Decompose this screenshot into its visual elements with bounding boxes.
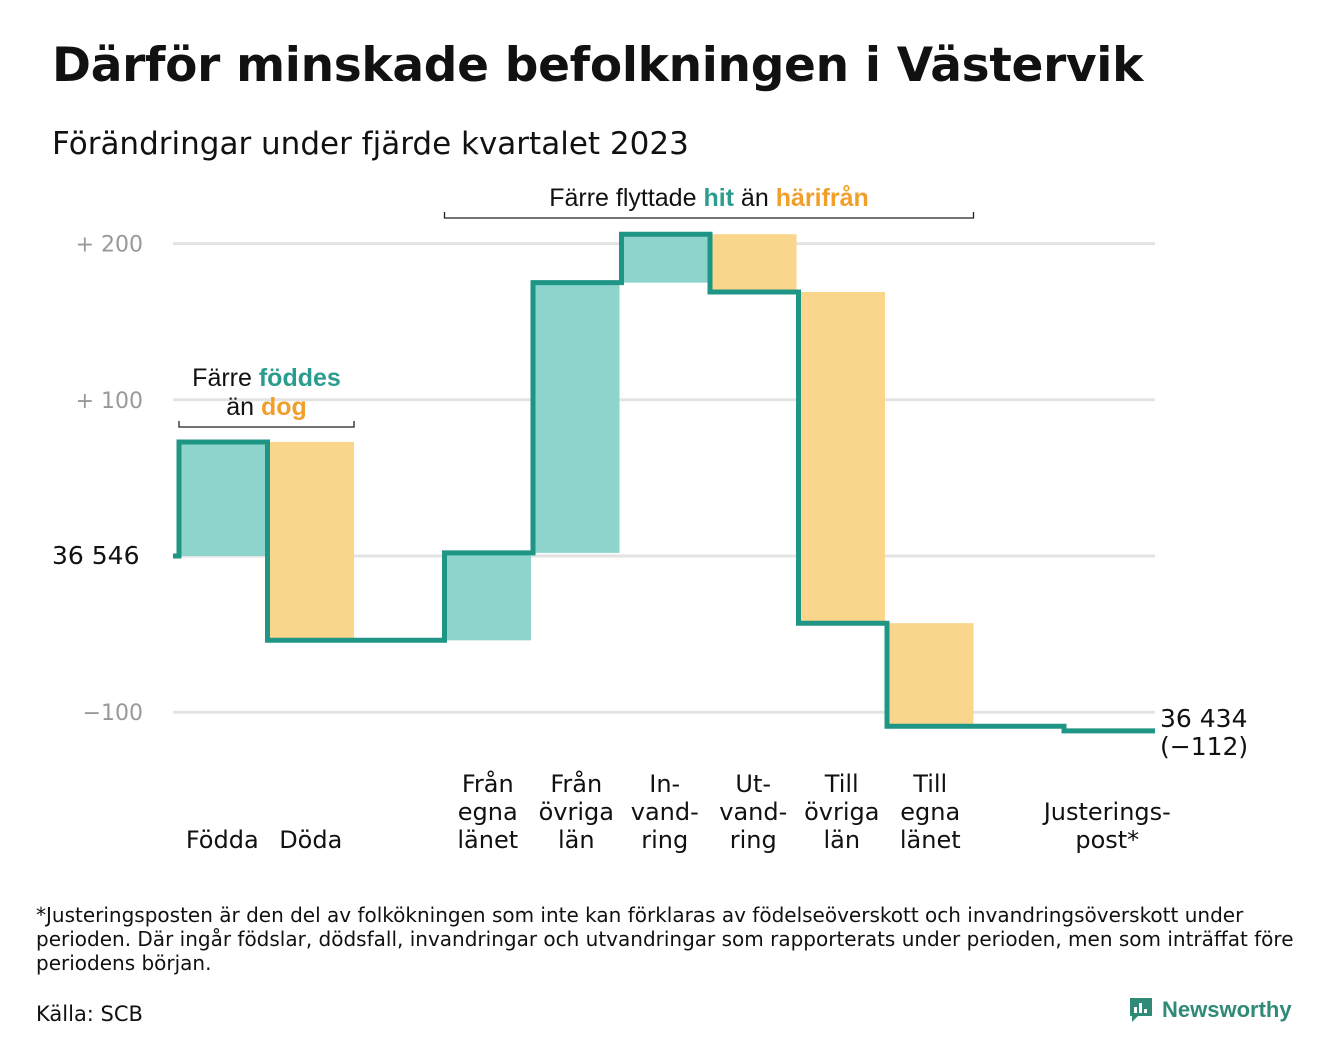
category-label-line: Från (550, 769, 602, 798)
category-label-line: ring (730, 826, 777, 854)
category-label: Justerings-post* (1042, 798, 1171, 854)
category-label: Till övriga län (804, 770, 879, 854)
category-label-line: Döda (279, 826, 342, 854)
category-label: Från egna länet (457, 769, 518, 854)
end-value-label: 36 434 (1160, 704, 1247, 733)
annotation-text: än dog (226, 393, 307, 421)
category-label-line: egna (458, 798, 518, 826)
brand-name: Newsworthy (1162, 997, 1292, 1022)
category-label-line: Till (912, 770, 947, 798)
category-label-line: län (558, 826, 595, 854)
source-note: Källa: SCB (36, 1002, 143, 1026)
category-label-line: Från (462, 769, 514, 798)
bar (621, 234, 708, 283)
category-label-line: Ut- (735, 770, 771, 798)
category-label: Till egna länet (900, 770, 961, 854)
annotation-text: Färre flyttade hit än härifrån (549, 184, 869, 212)
category-label-line: län (823, 826, 860, 854)
annotation-segment: Färre (192, 364, 259, 392)
bars (179, 234, 974, 727)
category-label-line: Födda (186, 826, 259, 854)
bar (887, 623, 974, 727)
category-label: Födda (186, 826, 259, 854)
chart-title: Därför minskade befolkningen i Västervik (52, 38, 1144, 93)
category-label-line: övriga (539, 798, 614, 826)
annotation-segment: Färre flyttade (549, 184, 703, 212)
y-tick-label: 36 546 (52, 541, 139, 570)
bar-chart-icon (1130, 998, 1152, 1022)
annotation-text: Färre föddes (192, 364, 341, 392)
category-label-line: ring (641, 826, 688, 854)
category-label: Från övriga län (539, 769, 614, 854)
category-label: In-vand-ring (631, 770, 699, 854)
category-label-line: Till (824, 770, 859, 798)
category-label-line: Justerings- (1042, 798, 1171, 826)
annotation-segment: härifrån (776, 184, 869, 212)
category-label-line: vand- (719, 798, 787, 826)
footnote: *Justeringsposten är den del av folkökni… (36, 903, 1294, 975)
bar (179, 441, 266, 556)
category-label-line: post* (1075, 826, 1139, 854)
annotation-segment: än (226, 393, 261, 421)
annotation-segment: föddes (259, 364, 341, 392)
bar (798, 292, 885, 624)
annotation-migration: Färre flyttade hit än härifrån (443, 184, 975, 219)
cumulative-line (173, 231, 1155, 734)
category-label-line: vand- (631, 798, 699, 826)
annotation-segment: dog (261, 393, 307, 421)
category-label-line: In- (649, 770, 680, 798)
chart-subtitle: Förändringar under fjärde kvartalet 2023 (52, 126, 689, 162)
bar (710, 234, 797, 293)
end-change-label: (−112) (1160, 732, 1248, 761)
category-label-line: länet (457, 826, 518, 854)
category-label: Döda (279, 826, 342, 854)
category-label-line: egna (900, 798, 960, 826)
y-tick-label: −100 (83, 701, 143, 726)
y-tick-label: + 200 (76, 233, 143, 258)
bar (533, 282, 620, 553)
annotation-bracket (443, 212, 975, 219)
annotation-bracket (178, 421, 355, 428)
y-tick-label: + 100 (76, 389, 143, 414)
bar (267, 441, 354, 641)
annotation-segment: hit (703, 184, 734, 212)
annotation-segment: än (734, 184, 776, 212)
brand-logo: Newsworthy (1128, 996, 1292, 1024)
category-label-line: länet (900, 826, 961, 854)
category-label-line: övriga (804, 798, 879, 826)
category-label: Ut-vand-ring (719, 770, 787, 854)
bar (444, 552, 531, 641)
